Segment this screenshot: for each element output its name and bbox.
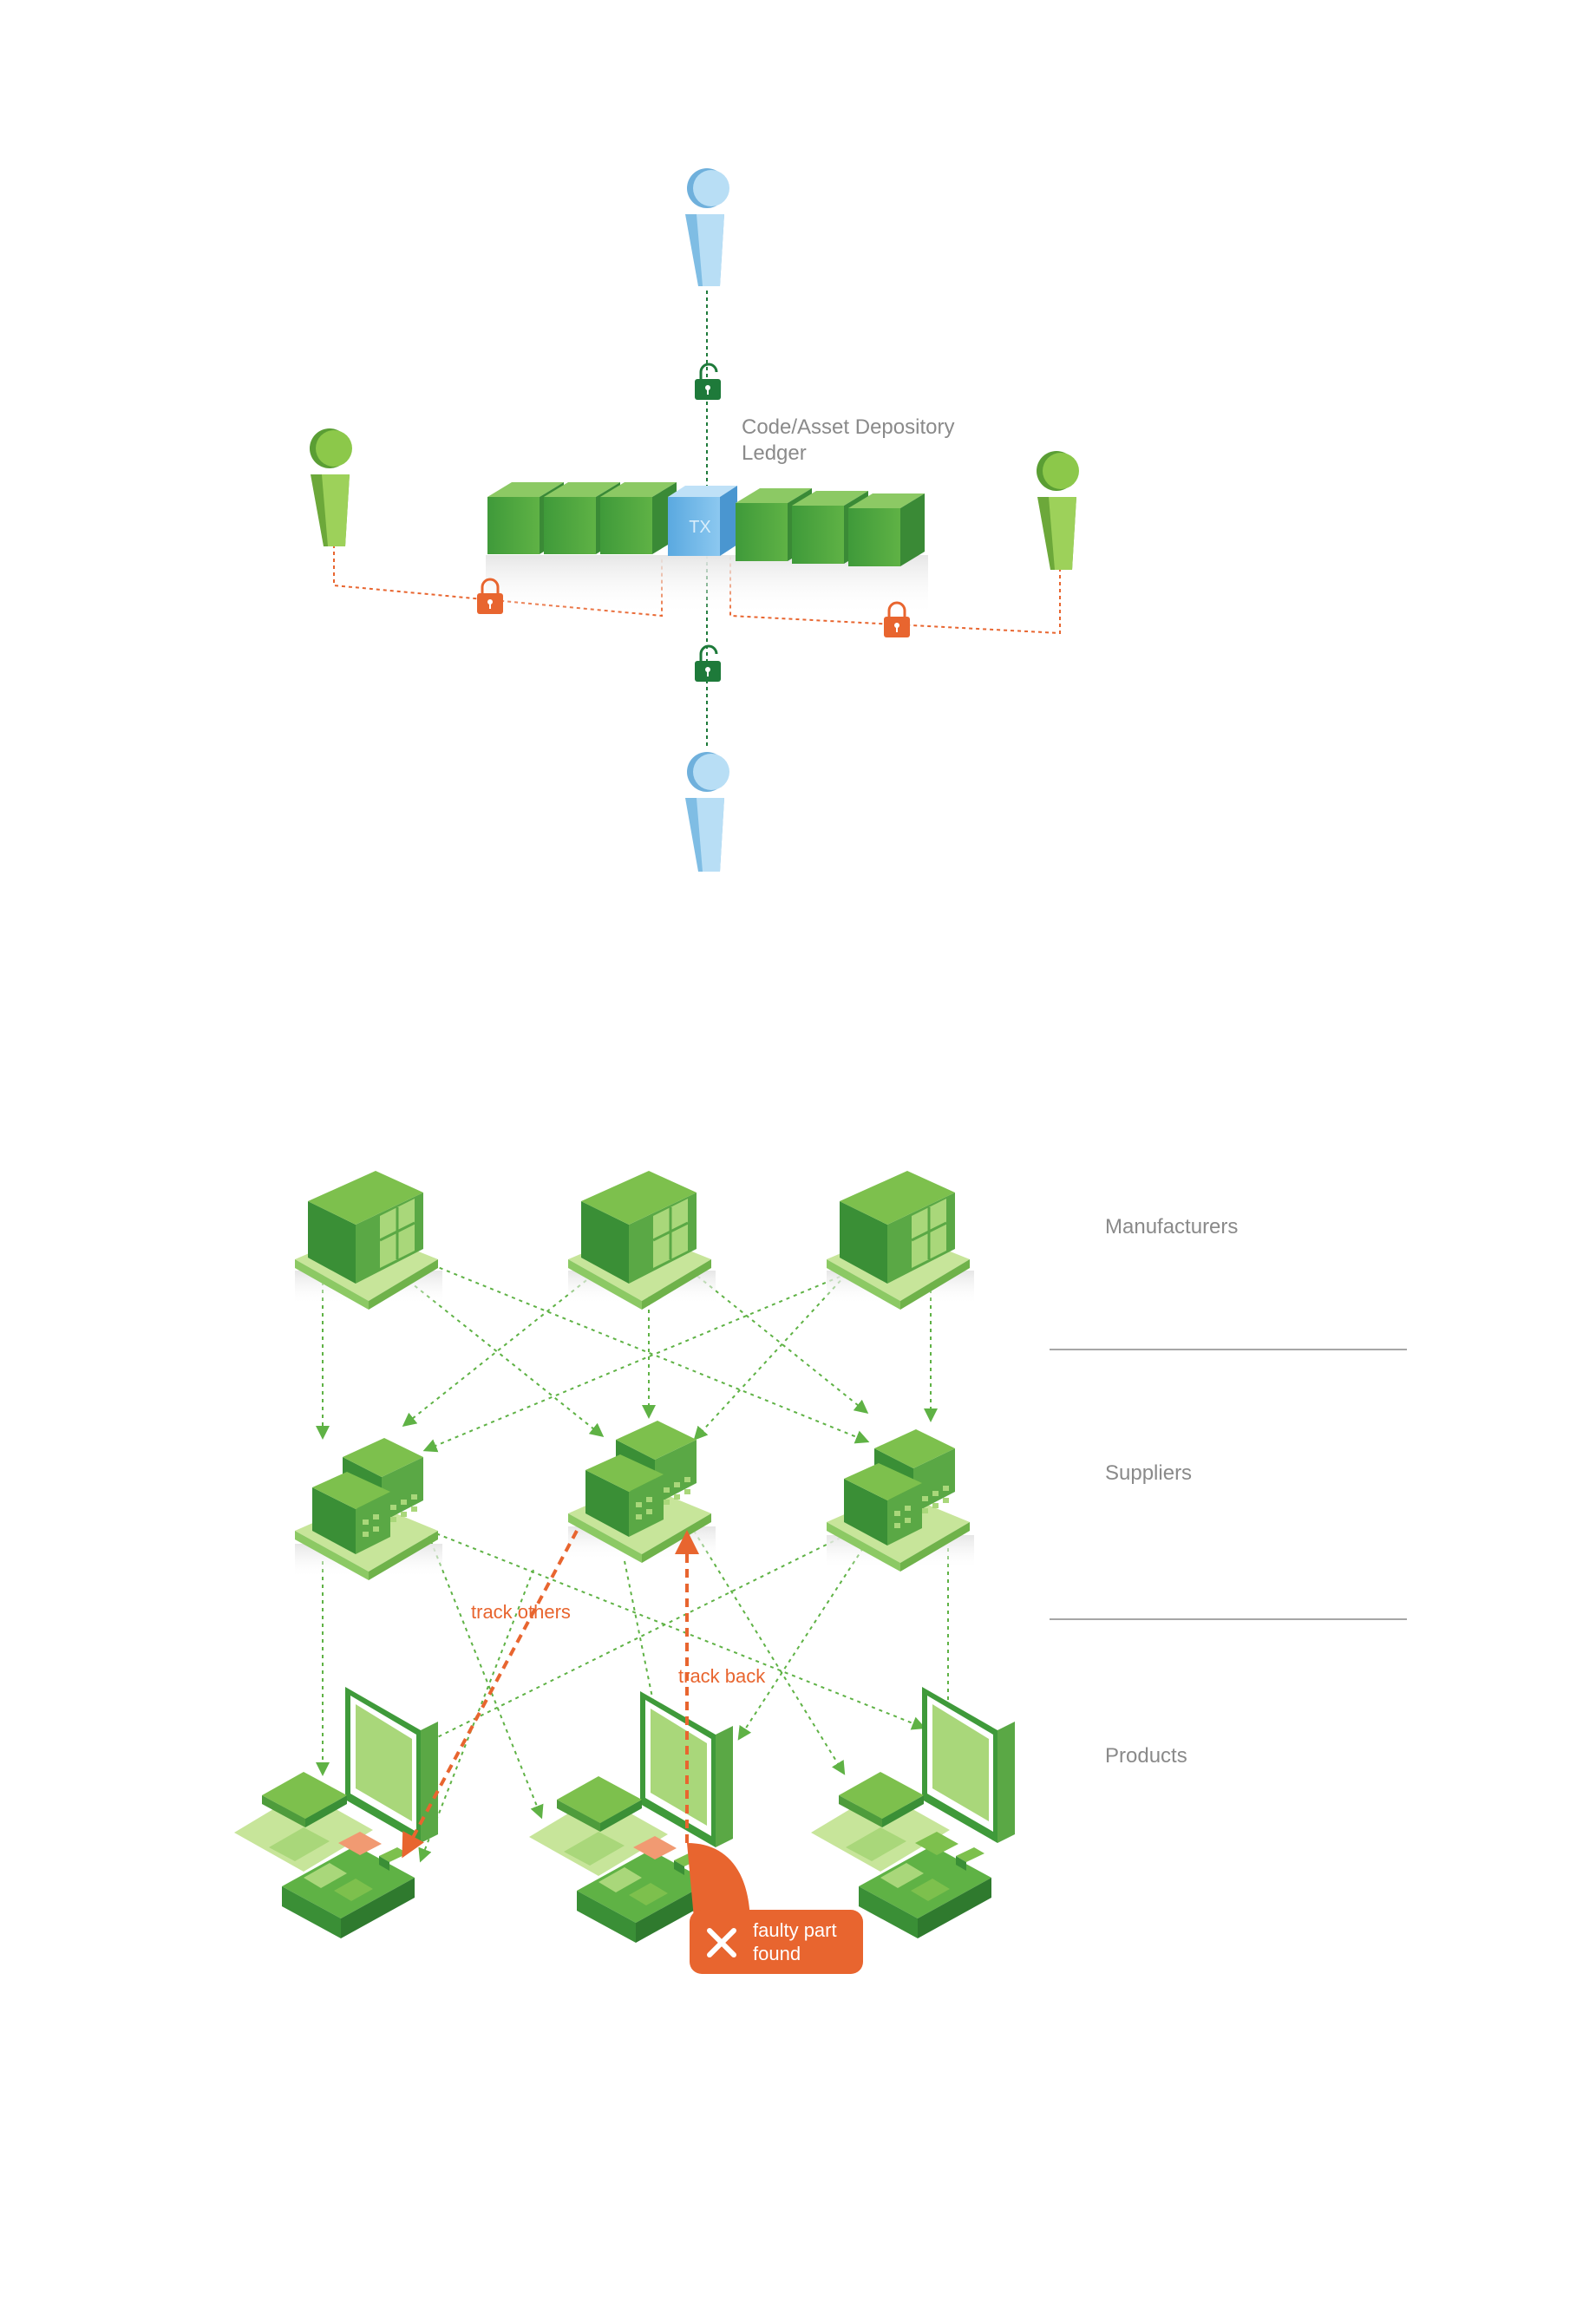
supplier-building (295, 1438, 442, 1580)
screen-panel (922, 1687, 1015, 1843)
motherboard (577, 1836, 710, 1943)
ledger-label-line2: Ledger (742, 441, 807, 465)
lock-right-locked-icon (884, 601, 910, 637)
supply-chain-diagram: Manufacturers Suppliers Products (234, 1171, 1407, 1974)
motherboard (282, 1832, 415, 1938)
supplier-building (568, 1421, 716, 1563)
tx-block: TX (668, 486, 737, 556)
lock-left-locked-icon (477, 578, 503, 614)
laptop-keyboard (811, 1772, 950, 1872)
ledger-label: Code/Asset Depository Ledger (742, 415, 960, 465)
manufacturer-building (295, 1171, 442, 1310)
tier-label-manufacturers: Manufacturers (1105, 1215, 1238, 1238)
connection-arrow (693, 1530, 846, 1775)
ledger-label-line1: Code/Asset Depository (742, 415, 954, 439)
connection-arrow (422, 1270, 855, 1453)
connection-arrow (737, 1547, 864, 1741)
product-assembly (529, 1691, 733, 1943)
connection-arrow (624, 1560, 678, 1802)
screen-panel (640, 1691, 733, 1847)
lock-top-unlocked-icon (695, 363, 721, 400)
error-x-icon (707, 1928, 736, 1957)
alert-text: faulty part found (753, 1919, 842, 1964)
ledger-blocks-right (736, 488, 925, 566)
tx-label: TX (689, 518, 711, 537)
connection-arrow (693, 1274, 847, 1441)
participant-top-icon (685, 168, 729, 286)
laptop-keyboard (234, 1772, 373, 1872)
tracking-paths (402, 1530, 699, 1859)
faulty-chip (633, 1836, 677, 1859)
connection-arrow (684, 1265, 869, 1415)
faulty-part-alert: faulty part found (687, 1843, 863, 1974)
participant-left-icon (310, 428, 352, 546)
alert-line1: faulty part (753, 1919, 837, 1941)
screen-panel (345, 1687, 438, 1843)
connection-arrow (424, 1261, 870, 1444)
ledger-blocks-left (487, 482, 677, 554)
participant-right-icon (1037, 451, 1079, 570)
ledger-block (600, 482, 677, 554)
ledger-diagram: TX Code/Asset Depository Ledger (310, 168, 1079, 872)
tier-label-suppliers: Suppliers (1105, 1461, 1192, 1485)
motherboard (859, 1832, 991, 1938)
lock-bottom-unlocked-icon (695, 644, 721, 682)
manufacturer-building (568, 1171, 716, 1310)
tier-label-products: Products (1105, 1744, 1187, 1768)
supplier-building (827, 1429, 974, 1572)
ledger-block (848, 493, 925, 566)
product-assembly (234, 1687, 438, 1938)
laptop-keyboard (529, 1776, 668, 1876)
track-others-label: track others (471, 1601, 571, 1623)
track-others-arrow (402, 1530, 579, 1859)
connection-arrow (389, 1265, 605, 1437)
alert-line2: found (753, 1943, 801, 1964)
participant-bottom-icon (685, 752, 729, 872)
manufacturer-building (827, 1171, 974, 1310)
product-assembly (811, 1687, 1015, 1938)
connection-arrow (402, 1270, 599, 1427)
connection-arrow (401, 1530, 855, 1755)
faulty-chip (338, 1832, 382, 1855)
connection-arrow (428, 1530, 926, 1730)
track-back-label: track back (678, 1665, 766, 1687)
